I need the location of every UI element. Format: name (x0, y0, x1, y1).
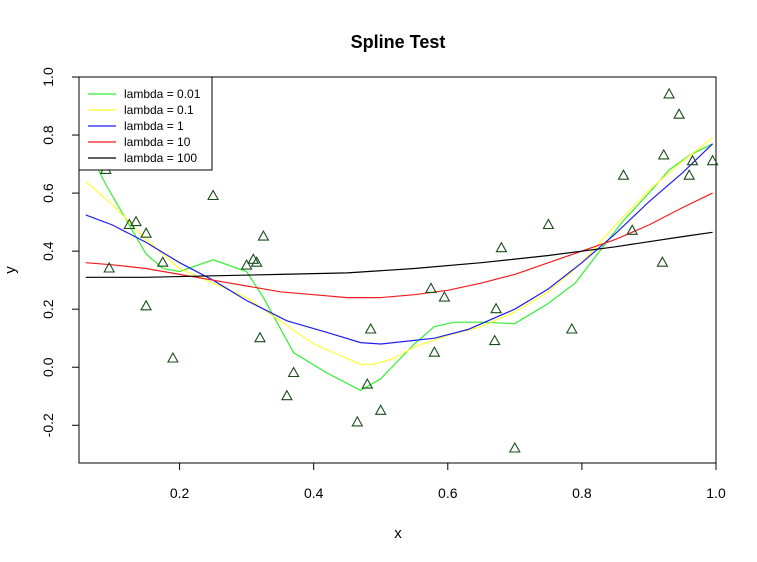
x-tick-label: 1.0 (706, 485, 726, 501)
data-point (103, 261, 116, 273)
legend: lambda = 0.01 lambda = 0.1 lambda = 1 lambd… (78, 76, 213, 171)
data-point (287, 366, 300, 378)
data-point (706, 154, 719, 166)
data-point (364, 322, 377, 334)
legend-label: lambda = 0.1 (124, 103, 194, 117)
x-tick-label: 0.8 (572, 485, 592, 501)
data-point (656, 256, 669, 267)
series-line-1 (91, 143, 713, 392)
y-axis: -0.2 0.0 0.2 0.4 0.6 0.8 1.0 (40, 67, 80, 437)
data-point (490, 302, 503, 314)
series-line-3 (85, 143, 714, 345)
series-line-2 (85, 137, 713, 365)
data-point (257, 229, 270, 241)
data-point (542, 218, 555, 230)
y-tick-label: 1.0 (40, 67, 56, 87)
x-tick-label: 0.4 (304, 485, 324, 501)
x-tick-label: 0.2 (170, 485, 190, 501)
data-point (156, 256, 169, 267)
data-point (351, 415, 364, 427)
data-point (617, 169, 630, 180)
chart-title: Spline Test (351, 32, 446, 52)
data-point (683, 169, 696, 180)
data-point (626, 224, 639, 235)
x-axis: 0.2 0.4 0.6 0.8 1.0 (170, 462, 726, 501)
legend-label: lambda = 100 (124, 151, 197, 165)
data-point (254, 331, 266, 343)
data-point (361, 377, 374, 389)
data-point (686, 154, 699, 166)
data-point (673, 108, 686, 119)
x-axis-label: x (394, 525, 402, 542)
series-line-5 (85, 231, 713, 278)
legend-label: lambda = 1 (124, 119, 184, 133)
data-point (663, 87, 676, 99)
legend-label: lambda = 10 (124, 135, 191, 149)
data-point (508, 441, 521, 453)
data-point (247, 253, 260, 264)
series-line-4 (85, 192, 713, 299)
data-point (495, 241, 508, 253)
data-point (140, 227, 153, 238)
data-point (250, 256, 263, 267)
data-point (488, 334, 501, 346)
legend-box (78, 76, 213, 171)
data-point (565, 322, 578, 334)
data-point (166, 351, 179, 363)
y-tick-label: 0.2 (40, 299, 56, 319)
data-point (207, 189, 220, 201)
y-tick-label: 0.8 (40, 125, 56, 145)
y-tick-label: 0.6 (40, 183, 56, 203)
data-point (374, 404, 387, 415)
x-tick-label: 0.6 (438, 485, 458, 501)
legend-label: lambda = 0.01 (124, 87, 201, 101)
y-tick-label: 0.0 (40, 357, 56, 377)
data-point (130, 215, 142, 227)
points-layer (99, 87, 719, 453)
data-point (280, 389, 293, 401)
data-point (438, 290, 451, 302)
data-point (425, 282, 437, 293)
series-layer (85, 137, 714, 392)
y-tick-label: 0.4 (40, 241, 56, 261)
y-tick-label: -0.2 (40, 413, 56, 437)
data-point (657, 148, 670, 160)
data-point (240, 258, 253, 270)
y-axis-label: y (2, 266, 19, 274)
data-point (140, 299, 153, 311)
data-point (428, 346, 441, 357)
